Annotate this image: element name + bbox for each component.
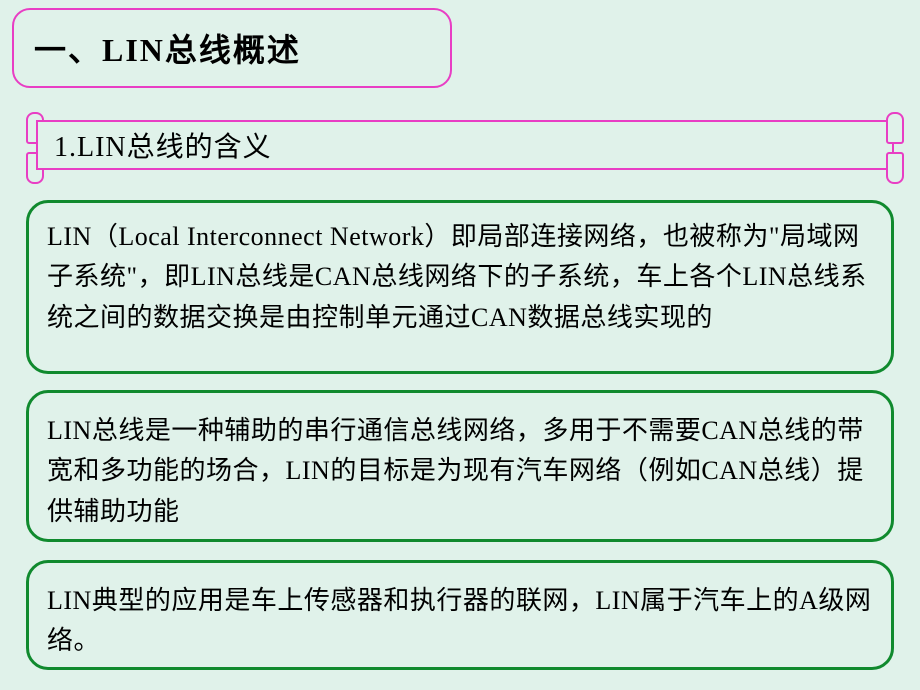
paragraph-text-2: LIN总线是一种辅助的串行通信总线网络，多用于不需要CAN总线的带宽和多功能的场… bbox=[47, 411, 873, 532]
paragraph-box-3: LIN典型的应用是车上传感器和执行器的联网，LIN属于汽车上的A级网络。 bbox=[26, 560, 894, 670]
subtitle-scroll-shape: 1.LIN总线的含义 bbox=[18, 112, 908, 182]
subtitle-rect: 1.LIN总线的含义 bbox=[36, 120, 894, 170]
paragraph-text-1: LIN（Local Interconnect Network）即局部连接网络，也… bbox=[47, 217, 873, 338]
title-box: 一、LIN总线概述 bbox=[12, 8, 452, 88]
paragraph-text-3: LIN典型的应用是车上传感器和执行器的联网，LIN属于汽车上的A级网络。 bbox=[47, 581, 873, 662]
title-text: 一、LIN总线概述 bbox=[34, 25, 301, 71]
paragraph-box-2: LIN总线是一种辅助的串行通信总线网络，多用于不需要CAN总线的带宽和多功能的场… bbox=[26, 390, 894, 542]
scroll-knob-top-right bbox=[886, 112, 904, 144]
subtitle-text: 1.LIN总线的含义 bbox=[54, 125, 272, 165]
scroll-knob-bottom-right bbox=[886, 152, 904, 184]
paragraph-box-1: LIN（Local Interconnect Network）即局部连接网络，也… bbox=[26, 200, 894, 374]
